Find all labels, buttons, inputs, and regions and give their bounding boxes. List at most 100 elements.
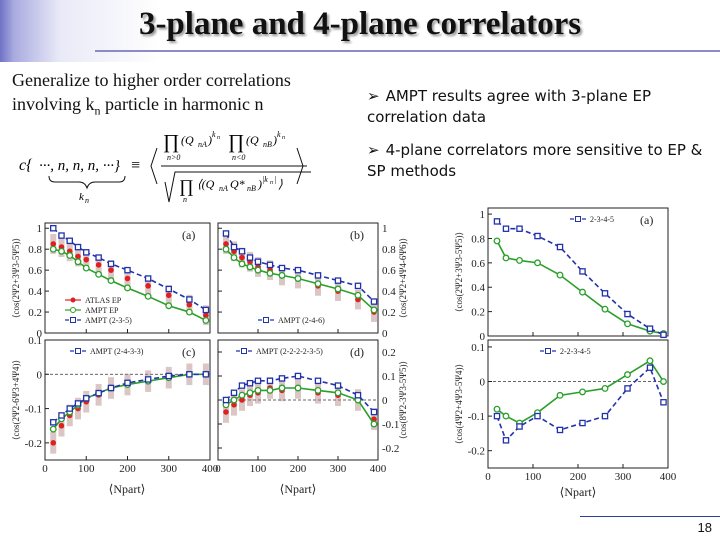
plot-frame xyxy=(44,339,211,461)
legend-marker xyxy=(575,216,581,222)
left-description-line2: involving kn particle in harmonic n xyxy=(12,92,342,123)
x-tick-label: 100 xyxy=(525,471,542,483)
bullet-2-text: 4-plane correlators more sensitive to EP… xyxy=(367,141,703,180)
y-axis-label: ⟨cos(2Ψ2-6Ψ3+4Ψ4)⟩ xyxy=(11,360,21,440)
data-point-ampt-ep xyxy=(646,357,654,365)
data-point-ampt-ep xyxy=(294,384,302,392)
y-tick-label: 0.1 xyxy=(471,342,485,354)
svg-text:≡: ≡ xyxy=(131,157,140,174)
data-point-ampt-sp xyxy=(50,419,57,426)
y-tick-label: 0 xyxy=(480,331,486,343)
data-point-ampt-sp xyxy=(83,395,90,402)
data-point-atlas xyxy=(50,241,57,247)
y-tick-label: 0.8 xyxy=(28,244,42,256)
legend-label: ATLAS EP xyxy=(85,296,122,305)
data-point-ampt-ep xyxy=(266,269,274,277)
data-point-ampt-sp xyxy=(334,382,342,389)
y-tick-label: 1 xyxy=(382,223,388,235)
svg-text:|k: |k xyxy=(262,175,268,184)
data-point-ampt-sp xyxy=(354,391,362,399)
svg-text:c{: c{ xyxy=(19,157,33,174)
data-point-ampt-sp xyxy=(660,331,667,339)
legend-marker xyxy=(545,348,551,354)
y-tick-label: 0.2 xyxy=(382,307,396,319)
data-point-ampt-sp xyxy=(222,230,230,237)
data-point-ampt-sp xyxy=(246,254,254,261)
data-point-ampt-sp xyxy=(66,237,74,245)
correlator-formula: c{ ···, n, n, n, ···} k n ≡ ∏ n>0 (Q nA … xyxy=(19,130,311,205)
footer-rule xyxy=(580,516,720,517)
svg-text:n<0: n<0 xyxy=(232,153,245,162)
data-point-ampt-sp xyxy=(493,412,501,420)
svg-text:(Q: (Q xyxy=(181,133,194,147)
svg-text:k: k xyxy=(212,130,216,139)
y-tick-label: -0.2 xyxy=(25,438,42,450)
svg-text:k: k xyxy=(277,130,281,139)
data-point-ampt-ep xyxy=(624,371,631,379)
x-tick-label: 300 xyxy=(161,463,178,475)
data-point-ampt-sp xyxy=(556,243,564,251)
legend-label: AMPT EP xyxy=(85,306,119,315)
data-point-ampt-sp xyxy=(556,426,564,434)
legend-label: AMPT (2-4-6) xyxy=(278,316,325,325)
y-tick-label: 0.8 xyxy=(471,233,485,245)
x-tick-label: 200 xyxy=(290,463,307,475)
legend-marker xyxy=(70,297,76,303)
svg-text:n: n xyxy=(183,195,187,204)
svg-text:n: n xyxy=(217,135,220,141)
data-point-ampt-sp xyxy=(354,282,362,290)
data-point-atlas xyxy=(165,292,172,299)
data-point-ampt-sp xyxy=(334,277,342,284)
y-tick-label: 0.6 xyxy=(382,265,396,277)
data-point-ampt-ep xyxy=(502,254,510,262)
data-point-ampt-sp xyxy=(202,306,210,314)
y-tick-label: 0 xyxy=(382,328,388,340)
x-tick-label: 400 xyxy=(202,463,219,475)
data-point-atlas xyxy=(58,422,65,429)
data-point-ampt-sp xyxy=(95,389,102,397)
y-tick-label: 0.8 xyxy=(382,244,396,256)
data-point-ampt-sp xyxy=(266,377,274,385)
page-number: 18 xyxy=(697,520,712,535)
chart-panel-5: -0.2 -0.1 0 0.1 0 100 200 300 400 ⟨cos(4Ψ2+4Ψ3-5Ψ… xyxy=(454,339,677,483)
bullet-1: ➢ AMPT results agree with 3-plane EP corr… xyxy=(367,86,712,128)
data-point-ampt-sp xyxy=(246,379,254,387)
data-point-ampt-ep xyxy=(82,264,90,272)
svg-text:nA: nA xyxy=(198,140,207,149)
legend-marker xyxy=(70,317,76,323)
y-tick-label: 1 xyxy=(37,223,43,235)
data-point-ampt-sp xyxy=(314,377,322,385)
bullet-1-text: AMPT results agree with 3-plane EP corre… xyxy=(367,87,652,126)
y-tick-label: 0.2 xyxy=(28,307,42,319)
data-point-ampt-sp xyxy=(278,264,286,272)
svg-text:n>0: n>0 xyxy=(167,153,180,162)
svg-text:⟩: ⟩ xyxy=(278,177,283,191)
data-point-ampt-ep xyxy=(95,270,103,278)
data-point-ampt-sp xyxy=(186,296,193,303)
data-point-ampt-ep xyxy=(493,237,501,245)
x-tick-label: 0 xyxy=(485,471,491,483)
data-point-atlas xyxy=(239,397,245,403)
slide-title: 3-plane and 4-plane correlators xyxy=(138,6,582,42)
data-point-ampt-ep xyxy=(601,305,609,313)
data-point-ampt-ep xyxy=(238,260,246,268)
data-point-ampt-ep xyxy=(556,391,564,399)
svg-text:n: n xyxy=(270,180,273,186)
data-point-ampt-sp xyxy=(230,243,238,251)
data-point-ampt-ep xyxy=(556,271,564,279)
data-point-ampt-sp xyxy=(50,224,57,232)
y-tick-label: -0.2 xyxy=(382,443,399,455)
data-point-ampt-ep xyxy=(278,384,286,392)
data-point-ampt-sp xyxy=(254,258,262,266)
data-point-ampt-sp xyxy=(370,408,378,416)
data-point-atlas xyxy=(186,301,193,308)
data-point-ampt-ep xyxy=(294,275,302,282)
svg-text:|: | xyxy=(274,175,276,184)
data-point-ampt-sp xyxy=(579,419,586,427)
svg-text:(Q: (Q xyxy=(246,133,259,147)
data-point-ampt-sp xyxy=(660,399,667,406)
data-point-ampt-ep xyxy=(230,396,238,404)
data-point-atlas xyxy=(50,440,57,446)
data-point-atlas xyxy=(75,253,81,260)
title-rule xyxy=(95,50,720,52)
